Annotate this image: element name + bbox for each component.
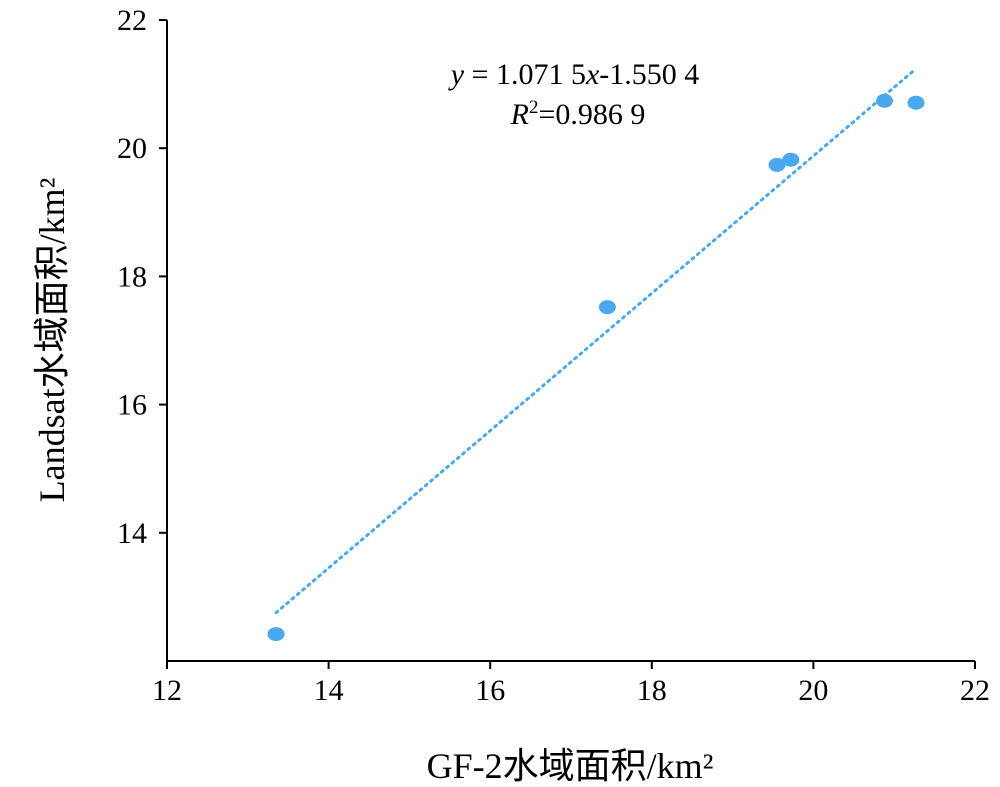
axes — [166, 20, 975, 662]
y-tick-label: 18 — [117, 260, 147, 293]
y-tick-label: 16 — [117, 389, 147, 422]
data-point — [907, 95, 925, 110]
ticks: 12 14 16 18 20 22 14 16 18 20 22 — [117, 4, 990, 707]
data-point — [876, 93, 894, 108]
equation-text: y = 1.071 5x-1.550 4 — [448, 58, 700, 91]
x-tick-label: 22 — [960, 674, 990, 707]
y-tick-label: 20 — [117, 132, 147, 165]
x-tick-label: 14 — [314, 674, 344, 707]
y-tick-label: 14 — [117, 517, 147, 550]
data-point — [267, 627, 285, 642]
y-axis-title: Landsat水域面积/km² — [32, 178, 72, 503]
trendline — [274, 67, 918, 615]
data-points — [267, 93, 925, 642]
y-tick-label: 22 — [117, 4, 147, 37]
x-tick-label: 18 — [637, 674, 667, 707]
x-tick-label: 16 — [475, 674, 505, 707]
data-point — [768, 157, 786, 172]
data-point — [598, 300, 616, 315]
data-point — [782, 152, 800, 167]
r-squared-text: R2=0.986 9 — [510, 97, 646, 131]
x-tick-label: 12 — [152, 674, 182, 707]
x-tick-label: 20 — [798, 674, 828, 707]
x-axis-title: GF-2水域面积/km² — [427, 746, 714, 786]
trendline-group — [274, 67, 918, 615]
